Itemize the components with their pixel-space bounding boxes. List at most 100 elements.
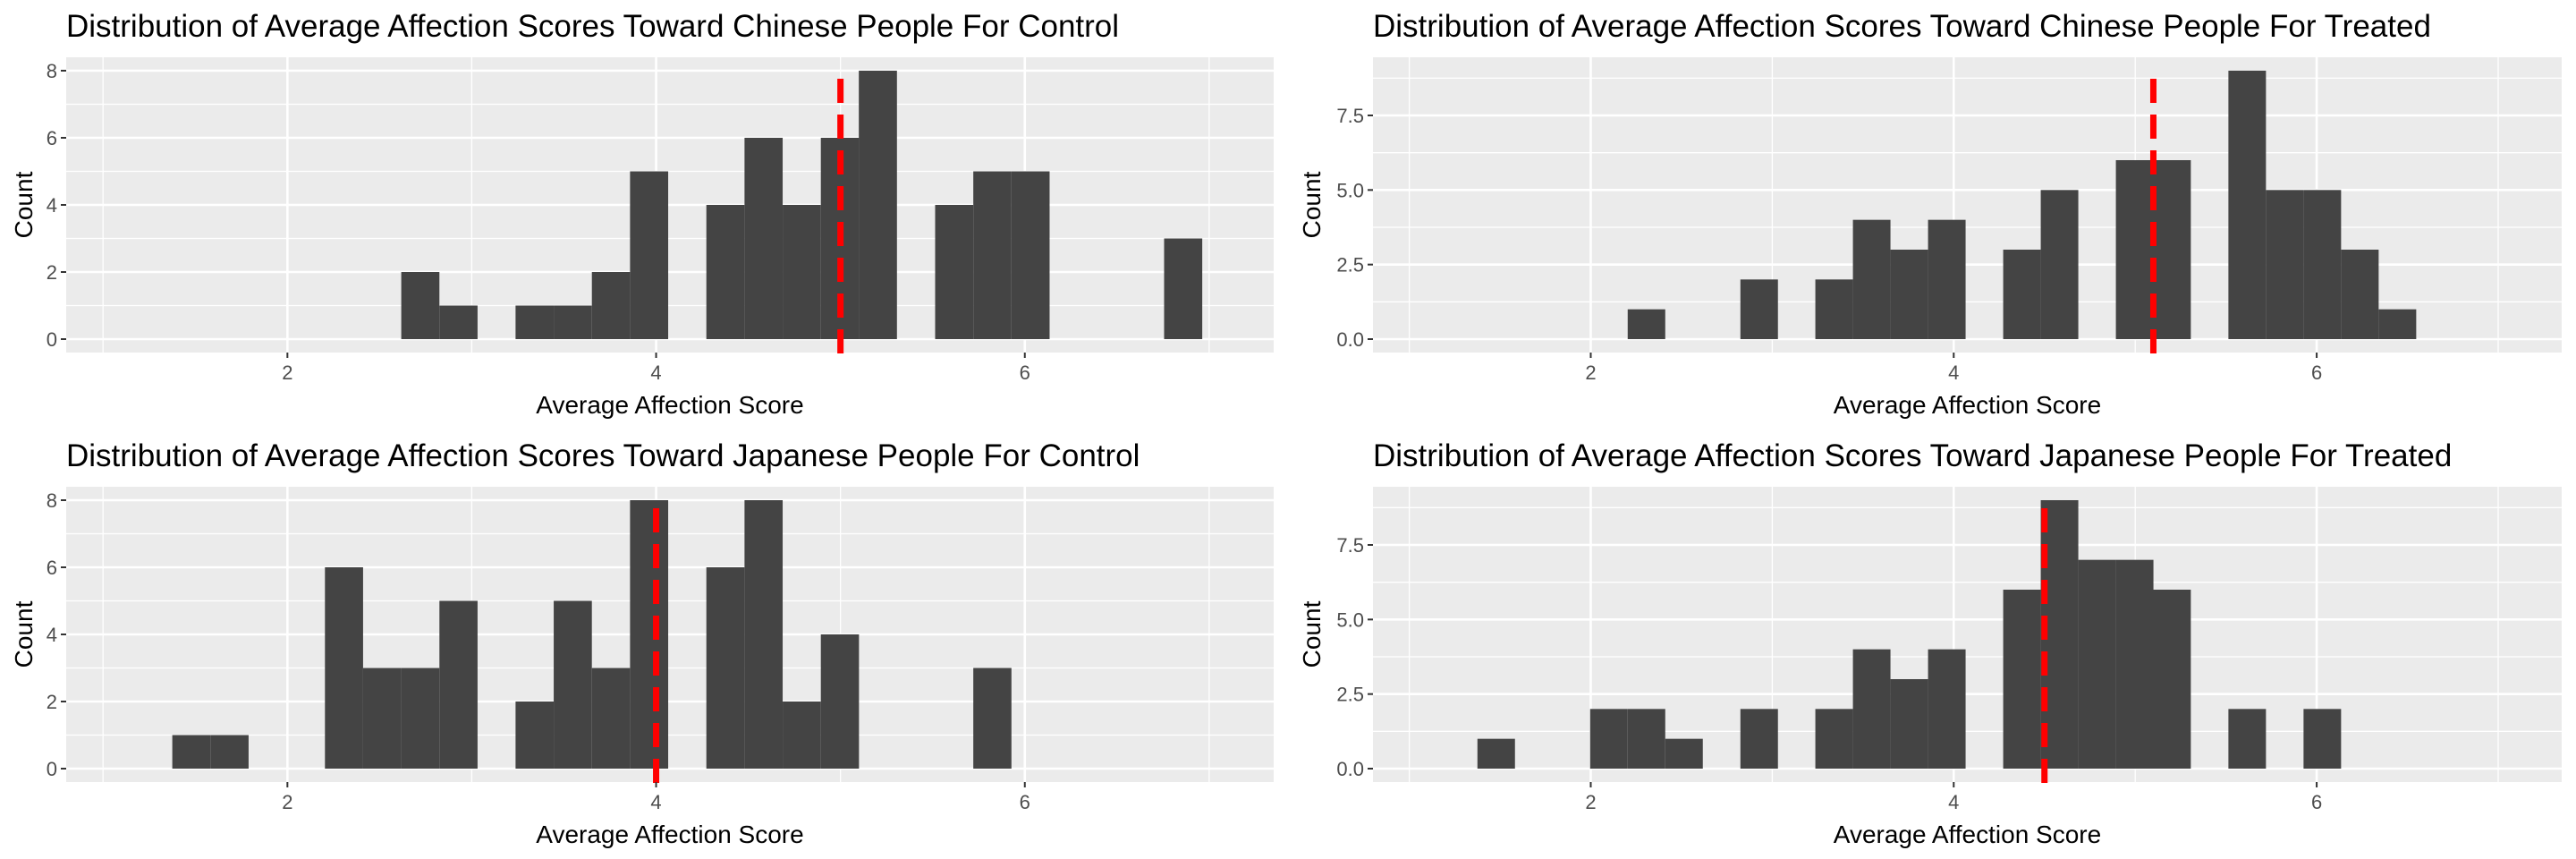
histogram-bar <box>2078 559 2116 769</box>
histogram-bar <box>2153 590 2191 769</box>
histogram-bar <box>554 600 592 769</box>
x-tick-label: 2 <box>282 361 292 384</box>
histogram-bar <box>554 305 592 339</box>
histogram-bar <box>591 272 631 339</box>
histogram-bar <box>1164 238 1203 339</box>
y-tick-label: 8 <box>47 489 57 512</box>
histogram-bar <box>2228 709 2267 769</box>
x-tick-label: 6 <box>2311 361 2322 384</box>
y-tick-label: 2 <box>47 691 57 713</box>
plot-panel <box>1373 487 2562 782</box>
histogram-bar <box>935 205 974 339</box>
x-tick-label: 2 <box>1585 361 1596 384</box>
x-axis-label: Average Affection Score <box>536 821 803 848</box>
histogram-bar <box>744 500 784 769</box>
y-tick-label: 0.0 <box>1336 328 1364 351</box>
y-tick-label: 2.5 <box>1336 254 1364 276</box>
x-tick-label: 4 <box>1948 791 1959 813</box>
histogram-japanese-treated: 2 4 6 0.0 2.5 5.0 7.5 Average Affection Score Co… <box>1298 487 2562 848</box>
chart-title: Distribution of Average Affection Scores… <box>1373 9 2431 44</box>
histogram-bar <box>439 600 478 769</box>
x-axis-label: Average Affection Score <box>1834 821 2101 848</box>
histogram-bar <box>630 500 669 769</box>
plot-panel <box>1373 57 2562 353</box>
y-tick-label: 7.5 <box>1336 105 1364 127</box>
histogram-bar <box>2341 250 2379 339</box>
histogram-bar <box>2003 250 2041 339</box>
histogram-bar <box>401 668 440 769</box>
histogram-bar <box>859 71 897 339</box>
x-tick-label: 6 <box>1020 361 1030 384</box>
histogram-bar <box>630 171 669 339</box>
histogram-bar <box>1815 709 1853 769</box>
x-tick-label: 4 <box>650 791 661 813</box>
x-tick-label: 4 <box>650 361 661 384</box>
histogram-bar <box>1852 219 1891 339</box>
y-axis-label: Count <box>1298 171 1326 238</box>
histogram-bar <box>172 735 211 769</box>
histogram-chinese-control: 2 4 6 0 2 4 6 8 Average Affection Score Count <box>10 57 1274 419</box>
x-tick-label: 6 <box>1020 791 1030 813</box>
y-tick-label: 0 <box>47 758 57 780</box>
histogram-bar <box>515 702 555 769</box>
histogram-bar <box>1928 219 1966 339</box>
x-axis-label: Average Affection Score <box>536 391 803 419</box>
x-tick-label: 2 <box>282 791 292 813</box>
histogram-japanese-control: 2 4 6 0 2 4 6 8 Average Affection Score Count <box>10 487 1274 848</box>
histogram-bar <box>820 634 860 769</box>
histogram-bar <box>706 205 745 339</box>
histogram-bar <box>2378 309 2417 339</box>
histogram-bar <box>1665 738 1703 769</box>
chart-panel-japanese-treated: Distribution of Average Affection Scores… <box>1288 430 2576 859</box>
histogram-bar <box>1477 738 1515 769</box>
histogram-bar <box>973 171 1012 339</box>
histogram-bar <box>2115 559 2154 769</box>
histogram-bar <box>1627 709 1665 769</box>
y-axis-label: Count <box>10 600 38 668</box>
y-axis-label: Count <box>10 171 38 238</box>
y-tick-label: 7.5 <box>1336 534 1364 557</box>
chart-title: Distribution of Average Affection Scores… <box>1373 438 2453 473</box>
y-tick-label: 6 <box>47 557 57 579</box>
y-tick-label: 0.0 <box>1336 758 1364 780</box>
x-tick-label: 6 <box>2311 791 2322 813</box>
histogram-bar <box>439 305 478 339</box>
histogram-bar <box>1815 279 1853 339</box>
y-tick-label: 2 <box>47 261 57 284</box>
histogram-bar <box>783 205 821 339</box>
histogram-bar <box>362 668 402 769</box>
histogram-bar <box>706 567 745 769</box>
y-tick-label: 4 <box>47 194 57 217</box>
x-axis-label: Average Affection Score <box>1834 391 2101 419</box>
histogram-bar <box>744 138 784 339</box>
histogram-bar <box>2153 160 2191 339</box>
histogram-bar <box>2228 71 2267 339</box>
y-tick-label: 8 <box>47 60 57 82</box>
y-tick-label: 5.0 <box>1336 608 1364 631</box>
histogram-bar <box>1852 649 1891 769</box>
histogram-bar <box>1011 171 1050 339</box>
histogram-bar <box>973 668 1012 769</box>
histogram-bar <box>325 567 363 769</box>
y-tick-label: 4 <box>47 624 57 646</box>
histogram-bar <box>401 272 440 339</box>
chart-panel-chinese-treated: Distribution of Average Affection Scores… <box>1288 0 2576 430</box>
histogram-bar <box>2003 590 2041 769</box>
x-tick-label: 4 <box>1948 361 1959 384</box>
histogram-bar <box>1890 250 1928 339</box>
y-axis-label: Count <box>1298 600 1326 668</box>
histogram-bar <box>2115 160 2154 339</box>
chart-title: Distribution of Average Affection Scores… <box>66 438 1140 473</box>
histogram-bar <box>2303 190 2342 339</box>
histogram-bar <box>2266 190 2304 339</box>
x-tick-label: 2 <box>1585 791 1596 813</box>
histogram-bar <box>1589 709 1628 769</box>
histogram-bar <box>515 305 555 339</box>
y-tick-label: 2.5 <box>1336 684 1364 706</box>
y-tick-label: 5.0 <box>1336 179 1364 201</box>
histogram-bar <box>1627 309 1665 339</box>
y-tick-label: 0 <box>47 328 57 351</box>
chart-panel-chinese-control: Distribution of Average Affection Scores… <box>0 0 1288 430</box>
histogram-bar <box>1928 649 1966 769</box>
histogram-bar <box>210 735 249 769</box>
